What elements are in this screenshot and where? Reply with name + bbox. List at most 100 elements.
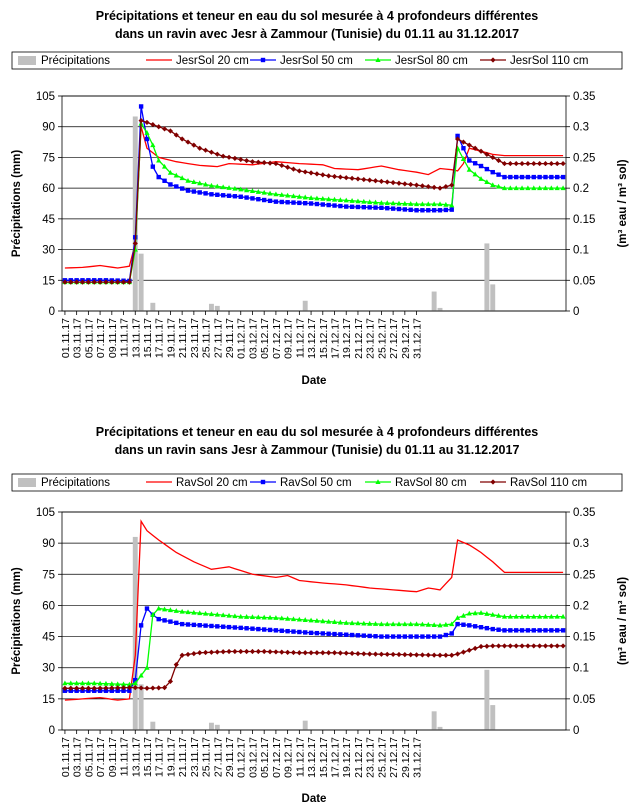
series-marker-85 (560, 174, 566, 180)
series-marker-40 (297, 629, 302, 635)
bar (431, 711, 437, 730)
y-axis-right: 0 0.05 0.1 0.15 0.2 0.25 0.3 0.35 (566, 91, 595, 318)
series-marker-54 (379, 634, 384, 639)
series-marker-42 (308, 201, 314, 206)
series-marker-65 (443, 621, 449, 627)
series-marker-55 (385, 206, 390, 211)
x-tick-label: 13.11.17 (130, 318, 142, 358)
series-marker-57 (396, 621, 402, 627)
x-tick-label: 13.12.17 (306, 737, 318, 778)
series-marker-3 (79, 680, 86, 686)
x-tick-label: 25.12.17 (376, 737, 388, 778)
series-marker-72 (484, 611, 490, 616)
series-marker-53 (373, 205, 378, 210)
series-marker-16 (156, 616, 161, 622)
series-marker-71 (478, 148, 484, 154)
series-marker-39 (291, 629, 296, 634)
legend-label: RavSol 110 cm (510, 477, 587, 489)
series-marker-73 (490, 169, 495, 175)
series-marker-17 (162, 178, 167, 183)
series-marker-12 (132, 240, 138, 247)
series-marker-32 (250, 196, 255, 201)
series-marker-25 (208, 149, 215, 155)
series-marker-37 (279, 615, 285, 621)
legend-label: RavSol 80 cm (395, 477, 467, 489)
series-marker-75 (501, 185, 508, 191)
series-marker-82 (543, 628, 548, 633)
series-marker-15 (150, 611, 156, 617)
x-tick-label: 09.12.17 (283, 318, 295, 359)
series-marker-20 (179, 136, 185, 142)
series-marker-45 (326, 173, 332, 179)
series-2 (62, 605, 566, 687)
series-marker-66 (449, 621, 455, 627)
series-marker-38 (285, 200, 290, 205)
x-tick-label: 21.12.17 (353, 737, 365, 778)
bar (437, 307, 443, 311)
series-marker-54 (378, 178, 384, 184)
legend-entry: Précipitations (18, 55, 110, 67)
series-marker-52 (367, 199, 373, 205)
series-marker-56 (390, 621, 396, 627)
series-marker-67 (455, 621, 460, 627)
legend-label: JesrSol 80 cm (395, 55, 468, 67)
series-marker-5 (91, 685, 97, 691)
series-line (64, 519, 564, 701)
series-marker-60 (413, 621, 420, 627)
series-marker-18 (167, 169, 174, 175)
plot-area-frame (61, 511, 567, 731)
series-marker-65 (443, 207, 449, 213)
x-tick-label: 07.11.17 (95, 737, 107, 777)
series-marker-22 (191, 142, 197, 148)
series-marker-21 (185, 188, 191, 193)
series-marker-68 (460, 139, 467, 145)
series-marker-32 (249, 648, 256, 655)
x-tick-label: 01.11.17 (60, 737, 72, 777)
series-marker-70 (472, 145, 478, 151)
series-marker-58 (402, 634, 408, 639)
series-0 (64, 519, 564, 701)
series-marker-43 (314, 650, 320, 656)
x-tick-label: 01.12.17 (236, 737, 248, 778)
series-marker-52 (367, 651, 373, 657)
y-tick-label: 75 (42, 152, 55, 164)
precip-bars (132, 116, 496, 311)
series-marker-34 (261, 648, 267, 655)
series-marker-24 (202, 649, 209, 656)
series-marker-55 (385, 634, 390, 639)
series-marker-85 (560, 643, 566, 649)
series-marker-23 (197, 610, 203, 616)
series-marker-34 (261, 189, 267, 195)
series-marker-44 (320, 195, 326, 201)
y-tick-label: 0.35 (573, 91, 595, 103)
bar (150, 302, 156, 311)
series-marker-51 (361, 620, 367, 626)
legend-label: JesrSol 110 cm (510, 55, 588, 67)
legend-entry: JesrSol 80 cm (365, 55, 468, 67)
legend-entry: RavSol 50 cm (250, 477, 352, 489)
series-marker-23 (197, 145, 203, 151)
series-marker-42 (308, 617, 314, 623)
series-marker-67 (454, 136, 461, 142)
series-marker-69 (466, 647, 472, 653)
series-marker-28 (226, 193, 232, 198)
series-marker-75 (501, 613, 508, 619)
series-marker-42 (308, 195, 314, 200)
series-marker-54 (379, 205, 384, 210)
series-marker-79 (525, 613, 531, 619)
series-marker-37 (279, 162, 285, 169)
bar (437, 726, 443, 730)
series-marker-31 (244, 187, 250, 193)
legend-label: Précipitations (41, 55, 110, 67)
series-marker-39 (290, 166, 297, 172)
y-tick-label: 0.15 (573, 632, 595, 644)
series-marker-42 (308, 630, 314, 636)
series-marker-2 (74, 685, 80, 691)
series-marker-81 (537, 628, 542, 633)
series-marker-61 (419, 201, 426, 207)
x-tick-label: 05.11.17 (83, 737, 95, 777)
series-marker-55 (384, 621, 390, 627)
series-marker-69 (466, 166, 472, 172)
series-marker-11 (127, 688, 132, 693)
